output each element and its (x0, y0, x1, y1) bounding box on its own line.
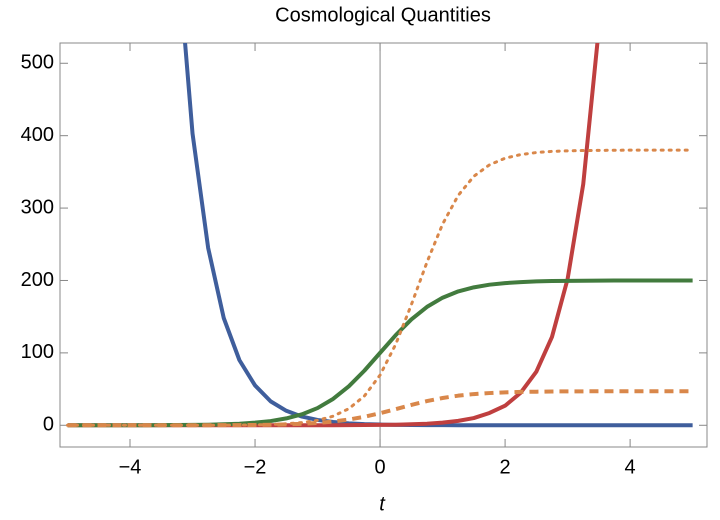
plot-frame (59, 42, 708, 448)
y-tick-label: 500 (21, 52, 54, 74)
y-tick-label: 0 (43, 414, 54, 436)
x-tick-label: 4 (625, 456, 636, 478)
x-tick-label: −4 (119, 456, 142, 478)
x-tick-label: 0 (374, 456, 385, 478)
y-tick-label: 300 (21, 196, 54, 218)
x-axis-label: t (379, 493, 386, 515)
plot-area (66, 43, 695, 428)
x-tick-label: 2 (500, 456, 511, 478)
series-line (66, 148, 695, 427)
x-tick-label: −2 (244, 456, 267, 478)
chart-title: Cosmological Quantities (275, 4, 491, 26)
y-tick-label: 100 (21, 341, 54, 363)
y-tick-label: 400 (21, 124, 54, 146)
y-tick-label: 200 (21, 269, 54, 291)
